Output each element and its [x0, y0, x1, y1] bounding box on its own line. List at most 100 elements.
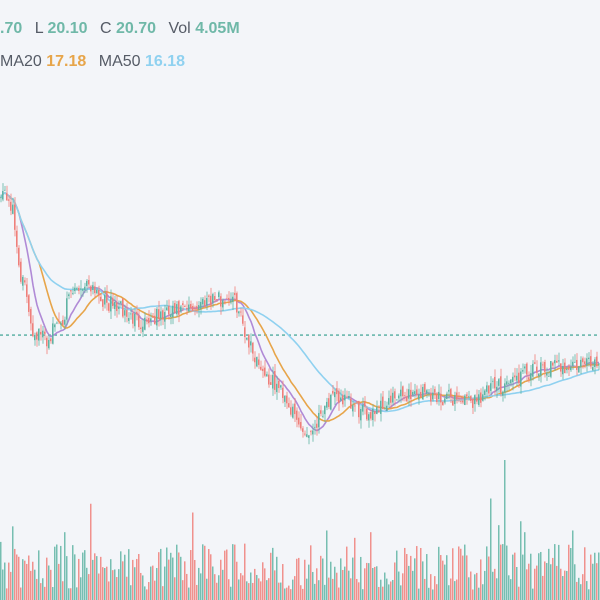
- candle-body: [524, 366, 526, 369]
- volume-bar: [58, 563, 60, 600]
- candle-body: [216, 299, 218, 300]
- volume-bar: [462, 555, 464, 600]
- volume-bar: [126, 576, 128, 600]
- volume-bar: [512, 554, 514, 600]
- candle-body: [576, 359, 578, 370]
- volume-bars: [0, 460, 600, 600]
- candle-body: [346, 396, 348, 398]
- volume-bar: [410, 555, 412, 600]
- candle-body: [36, 332, 38, 340]
- volume-bar: [384, 572, 386, 600]
- ma20-value: 17.18: [46, 53, 87, 70]
- candle-body: [504, 383, 506, 393]
- candle-body: [422, 386, 424, 400]
- candle-body: [354, 405, 356, 407]
- volume-bar: [98, 573, 100, 600]
- candle-body: [546, 372, 548, 376]
- candle-body: [564, 362, 566, 374]
- candle-body: [324, 405, 326, 415]
- candle-body: [0, 197, 2, 199]
- candle-body: [382, 396, 384, 409]
- ohlc-legend: .70 L 20.10 C 20.70 Vol 4.05M: [0, 20, 248, 38]
- candle-body: [180, 306, 182, 312]
- volume-bar: [40, 583, 42, 600]
- candle-body: [168, 306, 170, 315]
- candle-body: [396, 399, 398, 401]
- volume-bar: [220, 559, 222, 600]
- candle-body: [208, 295, 210, 297]
- candle-body: [262, 368, 264, 372]
- candle-body: [362, 404, 364, 412]
- candle-body: [552, 362, 554, 366]
- candle-body: [276, 383, 278, 393]
- candle-body: [280, 385, 282, 388]
- volume-bar: [150, 566, 152, 600]
- volume-bar: [288, 585, 290, 600]
- volume-bar: [432, 589, 434, 600]
- volume-bar: [350, 578, 352, 600]
- candle-body: [300, 422, 302, 429]
- candle-body: [58, 320, 60, 322]
- candle-body: [538, 373, 540, 377]
- candle-body: [536, 366, 538, 373]
- candle-body: [138, 315, 140, 328]
- candle-body: [14, 204, 16, 230]
- candle-body: [34, 334, 36, 341]
- candle-body: [26, 284, 28, 297]
- volume-bar: [206, 578, 208, 600]
- candle-body: [268, 374, 270, 385]
- candle-body: [104, 294, 106, 305]
- candle-body: [550, 361, 552, 377]
- volume-bar: [296, 558, 298, 600]
- volume-bar: [208, 549, 210, 600]
- volume-bar: [330, 561, 332, 600]
- ma20-label: MA20: [0, 53, 42, 70]
- candle-body: [228, 297, 230, 301]
- candle-body: [38, 328, 40, 341]
- candle-body: [174, 303, 176, 313]
- volume-bar: [394, 562, 396, 600]
- candle-body: [162, 310, 164, 320]
- candle-body: [6, 193, 8, 201]
- volume-bar: [460, 548, 462, 600]
- candle-body: [46, 337, 48, 347]
- volume-bar: [388, 584, 390, 600]
- candle-body: [132, 313, 134, 324]
- candle-body: [344, 394, 346, 401]
- close-label: C: [99, 20, 112, 37]
- volume-bar: [346, 546, 348, 600]
- candle-body: [108, 303, 110, 311]
- volume-bar: [186, 573, 188, 600]
- candle-body: [372, 408, 374, 421]
- volume-bar: [464, 544, 466, 600]
- candle-body: [312, 430, 314, 435]
- volume-bar: [564, 570, 566, 600]
- volume-bar: [430, 574, 432, 600]
- volume-bar: [152, 565, 154, 600]
- volume-bar: [48, 565, 50, 600]
- candle-body: [150, 318, 152, 322]
- volume-bar: [342, 569, 344, 600]
- candle-body: [238, 311, 240, 314]
- candle-body: [246, 337, 248, 340]
- volume-bar: [20, 587, 22, 600]
- candle-body: [482, 394, 484, 401]
- candle-body: [176, 304, 178, 315]
- ma-legend: MA20 17.18 MA50 16.18: [0, 53, 193, 71]
- volume-bar: [178, 552, 180, 600]
- candle-body: [320, 410, 322, 414]
- volume-bar: [336, 572, 338, 600]
- volume-bar: [474, 574, 476, 600]
- candle-body: [392, 392, 394, 403]
- volume-bar: [478, 587, 480, 600]
- volume-bar: [14, 548, 16, 600]
- volume-bar: [316, 568, 318, 600]
- candle-body: [16, 230, 18, 247]
- ma50-value: 16.18: [145, 53, 186, 70]
- volume-bar: [180, 556, 182, 600]
- candle-body: [474, 395, 476, 405]
- candle-body: [296, 410, 298, 420]
- high-value: .70: [0, 20, 23, 37]
